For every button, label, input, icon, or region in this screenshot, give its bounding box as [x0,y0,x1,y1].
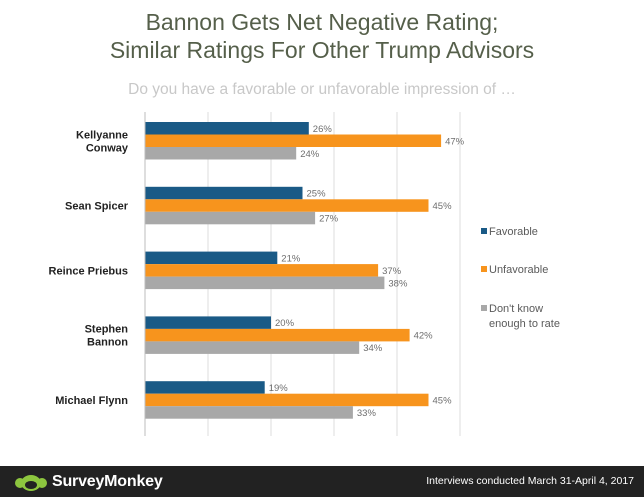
bar-don-t-know-enough-to-rate [145,341,360,354]
bar-don-t-know-enough-to-rate [145,211,316,225]
data-label: 42% [414,331,434,342]
bar-unfavorable [145,328,410,342]
data-label: 45% [433,201,453,212]
data-label: 24% [300,149,320,160]
bar-unfavorable [145,393,429,407]
chart-title-line-2: Similar Ratings For Other Trump Advisors [109,37,535,63]
chart-subtitle: Do you have a favorable or unfavorable i… [128,81,516,98]
bar-unfavorable [145,134,442,147]
bar-favorable [145,381,265,394]
data-label: 19% [269,383,289,394]
legend-swatch [481,266,487,272]
category-label: Stephen Bannon [85,324,129,349]
data-label: 37% [382,266,402,277]
legend-label: Don't know enough to rate [489,303,560,330]
data-label: 27% [319,214,339,225]
category-label: Sean Spicer [65,201,129,213]
bar-unfavorable [145,264,379,277]
bar-don-t-know-enough-to-rate [145,276,385,290]
chart-title-line-1: Bannon Gets Net Negative Rating; [145,9,499,35]
data-label: 25% [307,189,327,200]
category-label: Reince Priebus [49,265,128,277]
legend-swatch [481,228,487,234]
data-label: 34% [363,343,383,354]
interview-dates-note: Interviews conducted March 31-April 4, 2… [426,475,634,487]
category-label: Michael Flynn [55,395,128,407]
surveymonkey-logo: SurveyMonkey [14,469,163,494]
bar-favorable [145,186,303,200]
chart-title: Bannon Gets Net Negative Rating; Similar… [0,8,644,64]
brand-name: SurveyMonkey [52,472,163,490]
bar-favorable [145,316,271,329]
data-label: 47% [445,136,465,147]
data-label: 20% [275,318,295,329]
footer-bar: SurveyMonkey Interviews conducted March … [0,466,644,497]
data-label: 45% [433,395,453,406]
bar-don-t-know-enough-to-rate [145,406,353,419]
data-label: 21% [281,253,301,264]
bar-don-t-know-enough-to-rate [145,147,297,160]
data-label: 26% [313,124,333,135]
bar-unfavorable [145,199,429,212]
legend-swatch [481,305,487,311]
legend-label: Unfavorable [489,264,548,276]
data-label: 33% [357,408,377,419]
data-label: 38% [388,278,408,289]
bar-favorable [145,122,309,135]
legend-label: Favorable [489,226,538,238]
bar-favorable [145,251,278,265]
category-label: Kellyanne Conway [76,129,129,154]
monkey-logo-icon [15,474,47,491]
